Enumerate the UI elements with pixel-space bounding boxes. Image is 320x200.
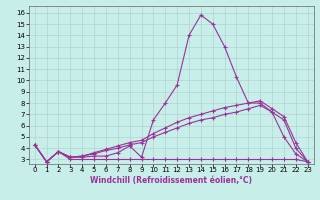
X-axis label: Windchill (Refroidissement éolien,°C): Windchill (Refroidissement éolien,°C) [90,176,252,185]
